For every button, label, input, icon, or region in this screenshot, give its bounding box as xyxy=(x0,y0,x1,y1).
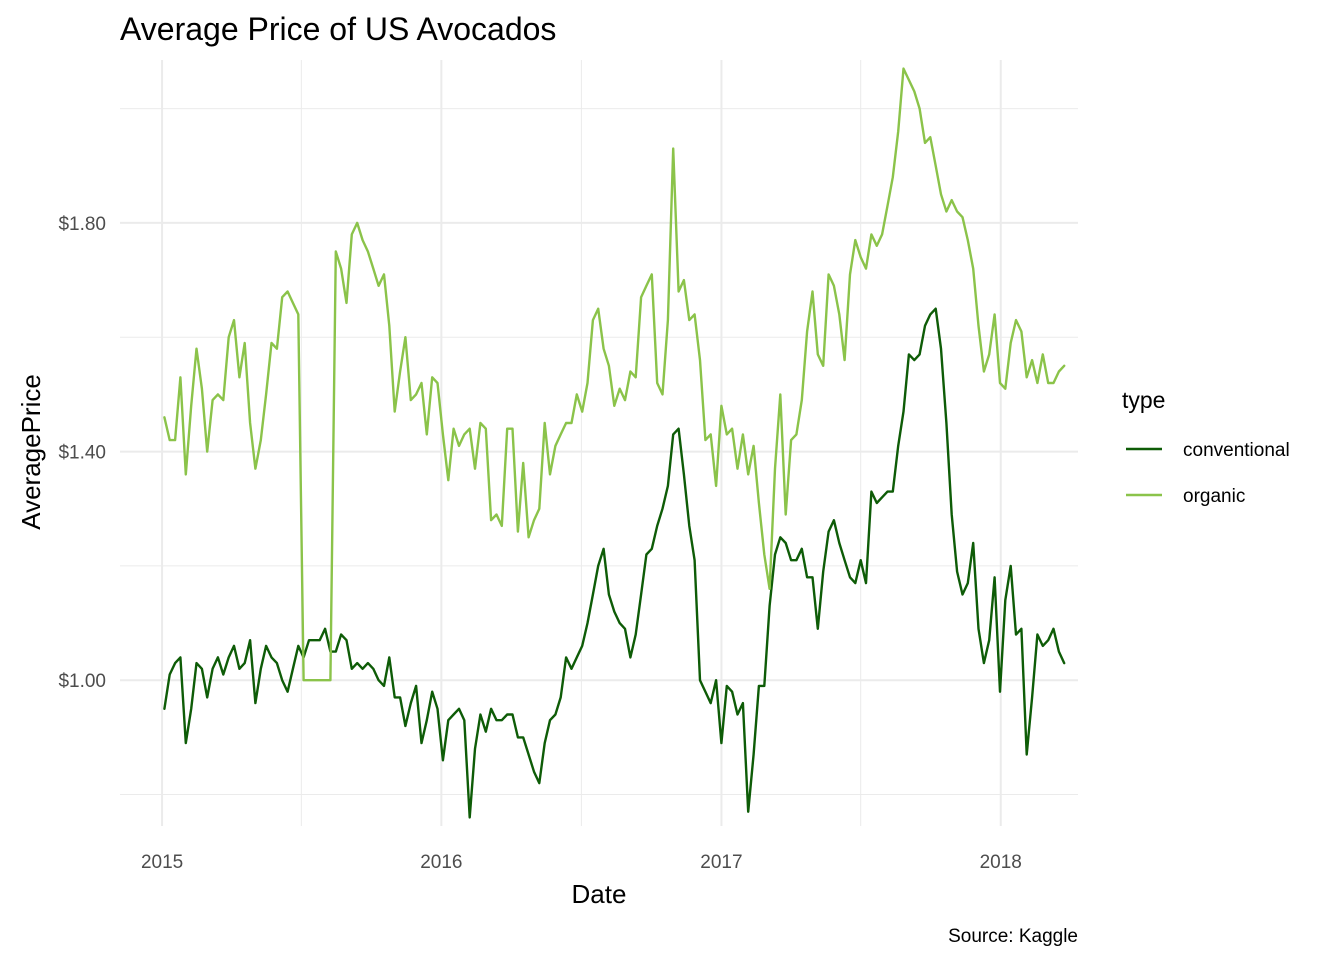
y-tick-label: $1.80 xyxy=(58,214,106,235)
x-axis-ticks: 2015 2016 2017 2018 xyxy=(141,852,1022,873)
y-axis-title: AveragePrice xyxy=(16,374,46,530)
plot-grid xyxy=(120,60,1078,826)
x-axis-title: Date xyxy=(572,879,627,909)
y-tick-label: $1.40 xyxy=(58,443,106,464)
series-lines xyxy=(163,67,1066,819)
chart-title: Average Price of US Avocados xyxy=(120,11,556,47)
y-tick-label: $1.00 xyxy=(58,671,106,692)
legend-label-conventional: conventional xyxy=(1183,440,1290,461)
x-tick-label: 2017 xyxy=(700,852,742,873)
legend: type conventional organic xyxy=(1122,387,1290,507)
x-tick-label: 2018 xyxy=(980,852,1022,873)
legend-label-organic: organic xyxy=(1183,486,1245,507)
series-line-organic xyxy=(163,67,1066,682)
chart-caption: Source: Kaggle xyxy=(948,926,1078,947)
legend-title: type xyxy=(1122,387,1165,413)
series-line-conventional xyxy=(163,307,1066,819)
y-axis-ticks: $1.00 $1.40 $1.80 xyxy=(58,214,106,692)
x-tick-label: 2016 xyxy=(420,852,462,873)
x-tick-label: 2015 xyxy=(141,852,183,873)
